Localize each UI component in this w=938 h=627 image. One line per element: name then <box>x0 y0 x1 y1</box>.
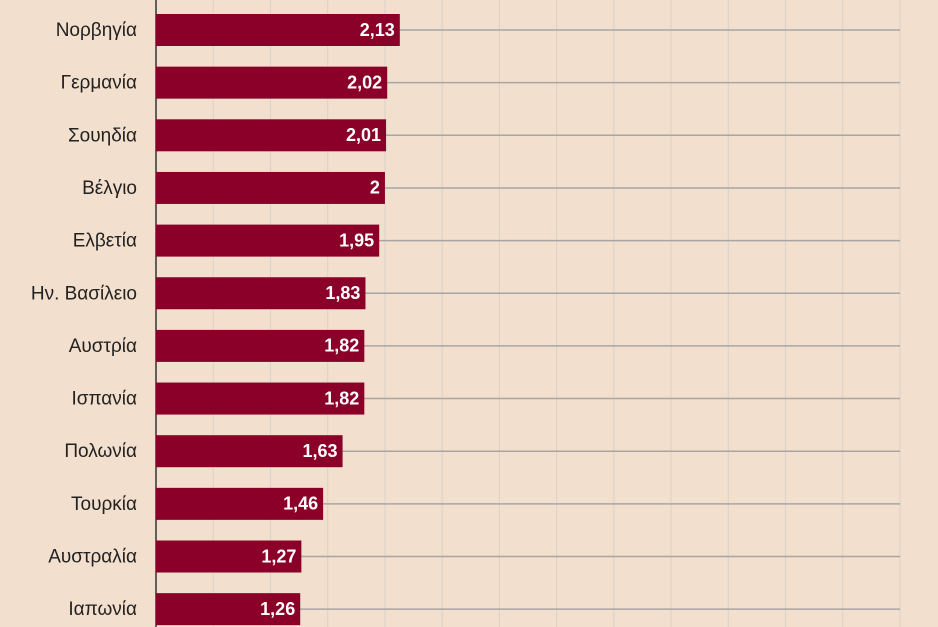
value-label: 2,13 <box>360 20 395 40</box>
value-label: 1,95 <box>339 230 374 250</box>
value-label: 2 <box>370 178 380 198</box>
category-label: Νορβηγία <box>56 20 137 41</box>
category-label: Ισπανία <box>71 389 137 410</box>
category-label: Τουρκία <box>71 494 137 515</box>
category-label: Πολωνία <box>64 441 137 462</box>
value-label: 2,01 <box>346 125 381 145</box>
category-label: Γερμανία <box>61 73 137 94</box>
bar <box>156 119 387 152</box>
bar <box>156 277 366 310</box>
value-label: 1,27 <box>261 546 296 566</box>
category-label: Αυστραλία <box>48 547 137 568</box>
bar <box>156 171 385 204</box>
bar <box>156 382 365 415</box>
bar <box>156 329 365 362</box>
category-label: Ην. Βασίλειο <box>31 283 137 304</box>
value-label: 1,82 <box>324 388 359 408</box>
value-label: 1,82 <box>324 336 359 356</box>
bar <box>156 224 380 257</box>
value-label: 1,63 <box>303 441 338 461</box>
bar <box>156 435 343 468</box>
value-label: 1,46 <box>283 494 318 514</box>
bar <box>156 14 400 46</box>
category-label: Βέλγιο <box>82 178 137 199</box>
category-label: Αυστρία <box>69 336 137 357</box>
category-label: Σουηδία <box>68 125 137 146</box>
value-label: 1,26 <box>260 599 295 619</box>
category-label: Ιαπωνία <box>68 599 137 620</box>
bar <box>156 593 301 626</box>
category-label: Ελβετία <box>73 231 137 252</box>
bar <box>156 487 324 520</box>
value-label: 2,02 <box>347 72 382 92</box>
bar <box>156 540 302 573</box>
bar <box>156 66 388 99</box>
value-label: 1,83 <box>325 283 360 303</box>
